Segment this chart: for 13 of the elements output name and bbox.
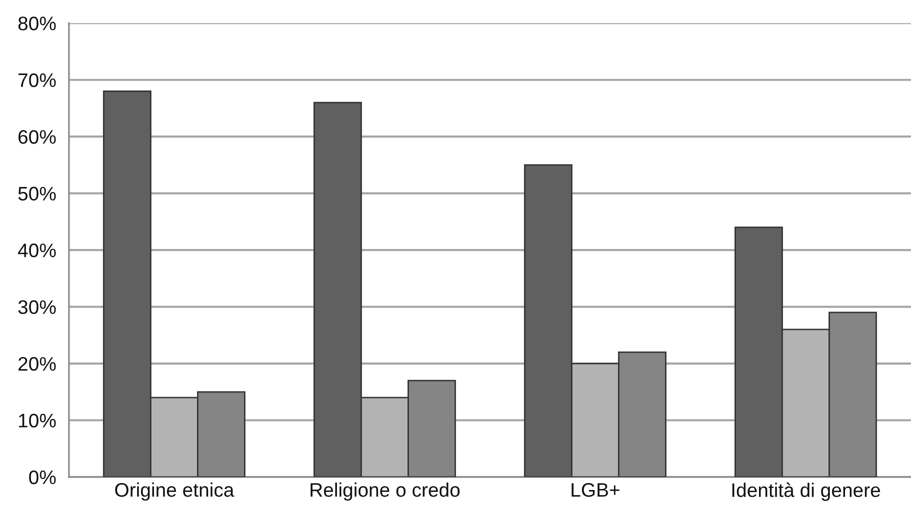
x-tick-label: LGB+ [572, 483, 620, 497]
y-tick-label: 40% [18, 244, 56, 258]
y-tick-label: 70% [18, 73, 56, 88]
x-tick-label: Origine etnica [115, 482, 234, 501]
y-tick-label: 0% [29, 470, 56, 484]
y-tick-label: 50% [18, 186, 56, 201]
y-tick-label: 60% [18, 130, 56, 144]
x-tick-label: Identità di genere [732, 482, 880, 501]
y-tick-label: 80% [18, 16, 56, 30]
y-tick-label: 10% [19, 414, 56, 428]
y-tick-label: 30% [18, 300, 56, 314]
y-tick-label: 20% [18, 356, 56, 371]
x-tick-label: Religione o credo [310, 482, 460, 501]
